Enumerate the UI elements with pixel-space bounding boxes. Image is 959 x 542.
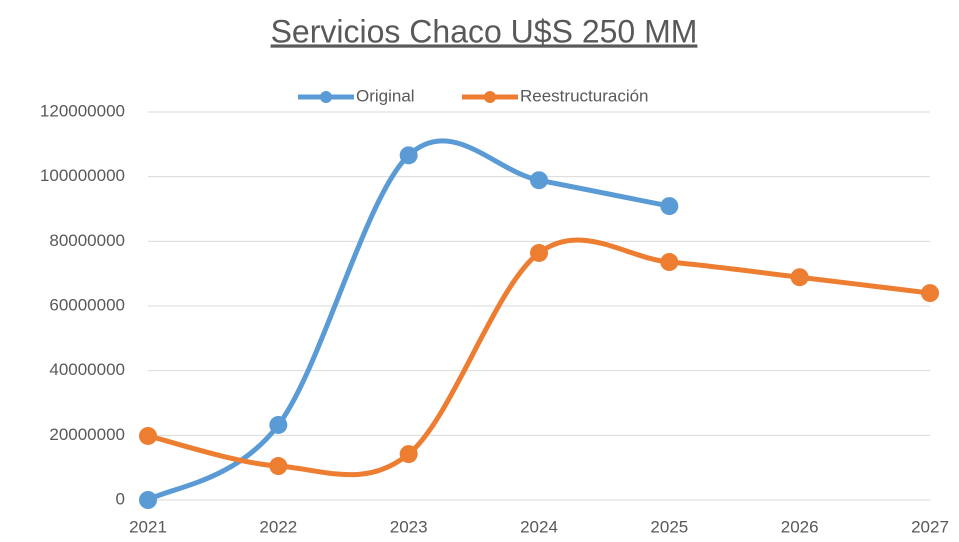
legend-label: Reestructuración bbox=[520, 86, 649, 105]
y-tick-label: 120000000 bbox=[40, 101, 125, 120]
y-tick-label: 60000000 bbox=[49, 295, 125, 314]
y-tick-label: 100000000 bbox=[40, 166, 125, 185]
data-point bbox=[660, 197, 679, 216]
legend-marker bbox=[484, 91, 496, 103]
data-point bbox=[921, 284, 939, 303]
legend-label: Original bbox=[356, 86, 415, 105]
x-tick-label: 2026 bbox=[781, 517, 819, 536]
data-point bbox=[139, 426, 157, 445]
x-tick-label: 2021 bbox=[129, 517, 167, 536]
data-point bbox=[399, 146, 418, 165]
y-tick-label: 80000000 bbox=[49, 231, 125, 250]
data-point bbox=[269, 457, 288, 476]
x-tick-label: 2025 bbox=[650, 517, 688, 536]
y-tick-label: 0 bbox=[116, 489, 125, 508]
x-tick-label: 2027 bbox=[911, 517, 949, 536]
data-point bbox=[269, 415, 288, 434]
legend-marker bbox=[320, 91, 332, 103]
data-point bbox=[790, 268, 809, 287]
data-point bbox=[139, 491, 157, 509]
y-tick-label: 20000000 bbox=[49, 425, 125, 444]
y-tick-label: 40000000 bbox=[49, 360, 125, 379]
chart-title: Servicios Chaco U$S 250 MM bbox=[271, 13, 698, 49]
x-tick-label: 2024 bbox=[520, 517, 558, 536]
data-point bbox=[399, 445, 418, 464]
x-tick-label: 2022 bbox=[259, 517, 297, 536]
data-point bbox=[530, 243, 548, 262]
series-line bbox=[145, 138, 672, 503]
x-tick-label: 2023 bbox=[390, 517, 428, 536]
data-point bbox=[530, 171, 548, 190]
data-point bbox=[660, 253, 679, 272]
